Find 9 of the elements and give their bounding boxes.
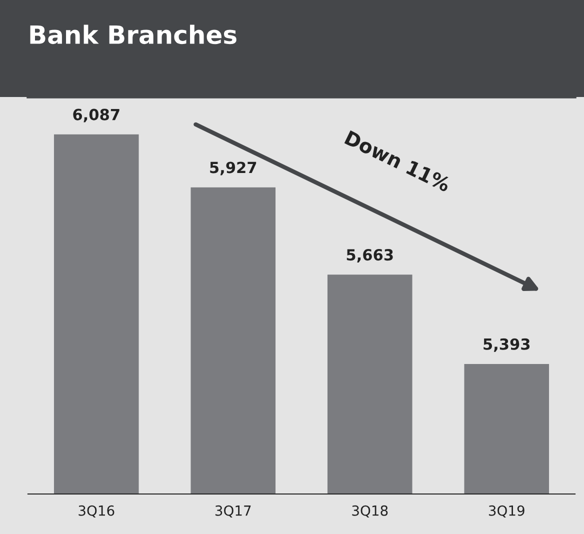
- data-label: 5,663: [346, 249, 393, 263]
- data-label: 6,087: [73, 108, 120, 122]
- data-label: 5,393: [484, 338, 530, 352]
- x-tick-label: 3Q19: [488, 505, 524, 518]
- x-tick-label: 3Q16: [78, 505, 114, 518]
- x-tick-label: 3Q17: [215, 505, 251, 518]
- chart-title: Bank Branches: [30, 24, 236, 44]
- x-tick-label: 3Q18: [352, 505, 388, 518]
- data-label: 5,927: [210, 162, 256, 176]
